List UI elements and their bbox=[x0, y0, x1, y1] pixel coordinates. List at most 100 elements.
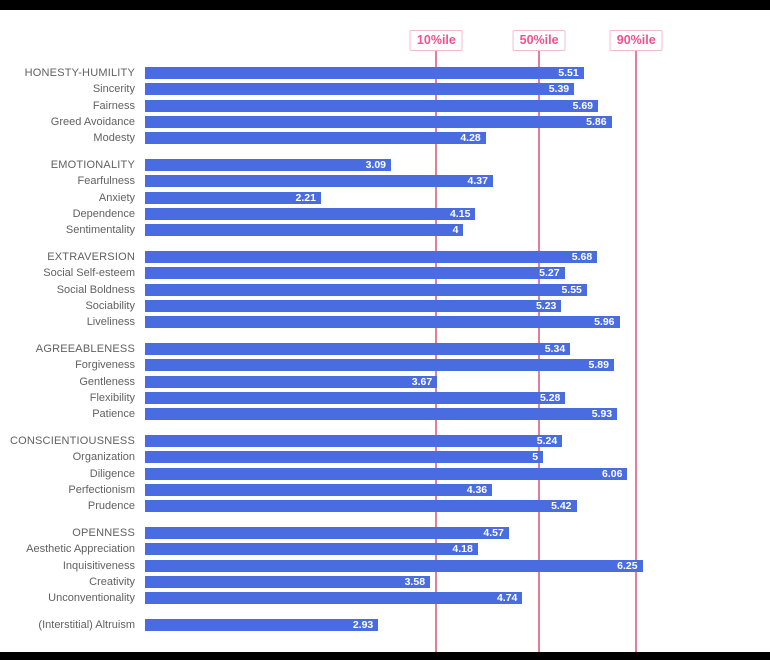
bar-row: Flexibility 5.28 bbox=[0, 390, 770, 406]
score-value: 5.55 bbox=[561, 283, 582, 296]
bar-row: Unconventionality 4.74 bbox=[0, 590, 770, 606]
bar-track: 4.37 bbox=[145, 175, 770, 188]
trait-group: (Interstitial) Altruism 2.93 bbox=[0, 617, 770, 633]
bar-track: 5.51 bbox=[145, 67, 770, 80]
hexaco-bar-chart: HONESTY-HUMILITY 5.51 Sincerity 5.39 Fairnes… bbox=[0, 10, 770, 652]
score-bar: 3.67 bbox=[145, 375, 438, 388]
score-value: 5.28 bbox=[539, 391, 561, 404]
score-bar: 4.28 bbox=[145, 132, 486, 145]
trait-group: CONSCIENTIOUSNESS 5.24 Organization 5 Dilige… bbox=[0, 433, 770, 514]
trait-label: Liveliness bbox=[86, 316, 135, 329]
score-value: 3.09 bbox=[365, 159, 387, 172]
trait-label: Dependence bbox=[72, 208, 135, 221]
bar-row: Sincerity 5.39 bbox=[0, 81, 770, 97]
score-value: 2.93 bbox=[352, 619, 374, 632]
bar-row: Diligence 6.06 bbox=[0, 466, 770, 482]
bar-track: 5.69 bbox=[145, 99, 770, 112]
trait-label: Unconventionality bbox=[48, 592, 135, 605]
bar-row: Liveliness 5.96 bbox=[0, 314, 770, 330]
bar-track: 4.28 bbox=[145, 132, 770, 145]
score-bar: 4 bbox=[145, 224, 464, 237]
score-bar: 5.39 bbox=[145, 83, 575, 96]
bar-row: Perfectionism 4.36 bbox=[0, 482, 770, 498]
trait-label: HONESTY-HUMILITY bbox=[24, 67, 135, 80]
trait-label: EXTRAVERSION bbox=[47, 251, 135, 264]
trait-group: AGREEABLENESS 5.34 Forgiveness 5.89 Gentlene… bbox=[0, 341, 770, 422]
bar-track: 4.74 bbox=[145, 592, 770, 605]
bar-track: 6.06 bbox=[145, 467, 770, 480]
bar-row: Prudence 5.42 bbox=[0, 498, 770, 514]
score-value: 5 bbox=[532, 451, 539, 464]
score-value: 5.93 bbox=[591, 408, 613, 421]
trait-label: Creativity bbox=[89, 575, 135, 588]
bar-track: 5.39 bbox=[145, 83, 770, 96]
bar-track: 2.93 bbox=[145, 619, 770, 632]
score-value: 6.06 bbox=[602, 467, 623, 480]
bar-row: EXTRAVERSION 5.68 bbox=[0, 249, 770, 265]
score-value: 4.37 bbox=[467, 175, 488, 188]
bar-row: HONESTY-HUMILITY 5.51 bbox=[0, 65, 770, 81]
trait-label: Sincerity bbox=[92, 83, 135, 96]
score-value: 5.34 bbox=[544, 343, 566, 356]
trait-label: Perfectionism bbox=[68, 483, 135, 496]
bar-track: 2.21 bbox=[145, 191, 770, 204]
bar-track: 5.24 bbox=[145, 435, 770, 448]
score-bar: 3.58 bbox=[145, 575, 431, 588]
bar-row: Patience 5.93 bbox=[0, 406, 770, 422]
score-bar: 6.25 bbox=[145, 559, 643, 572]
score-value: 4 bbox=[452, 224, 459, 237]
score-bar: 5.24 bbox=[145, 435, 563, 448]
score-bar: 5 bbox=[145, 451, 544, 464]
bar-row: Aesthetic Appreciation 4.18 bbox=[0, 541, 770, 557]
trait-label: EMOTIONALITY bbox=[50, 159, 135, 172]
trait-label: OPENNESS bbox=[72, 527, 135, 540]
bar-track: 5.34 bbox=[145, 343, 770, 356]
score-bar: 2.93 bbox=[145, 619, 379, 632]
score-value: 4.57 bbox=[483, 527, 504, 540]
bar-row: Fairness 5.69 bbox=[0, 98, 770, 114]
bar-row: Forgiveness 5.89 bbox=[0, 357, 770, 373]
score-value: 5.24 bbox=[536, 435, 558, 448]
score-bar: 4.36 bbox=[145, 483, 493, 496]
score-value: 4.28 bbox=[460, 132, 481, 145]
score-bar: 5.86 bbox=[145, 116, 612, 129]
bar-track: 5.93 bbox=[145, 408, 770, 421]
percentile-label-10: 10%ile bbox=[409, 30, 463, 51]
score-bar: 2.21 bbox=[145, 191, 321, 204]
bar-row: Social Self-esteem 5.27 bbox=[0, 265, 770, 281]
score-bar: 5.68 bbox=[145, 251, 598, 264]
trait-label: Patience bbox=[92, 408, 135, 421]
bar-row: Organization 5 bbox=[0, 449, 770, 465]
trait-label: Fearfulness bbox=[77, 175, 135, 188]
bar-row: Greed Avoidance 5.86 bbox=[0, 114, 770, 130]
score-bar: 5.42 bbox=[145, 500, 577, 513]
bar-track: 5.55 bbox=[145, 283, 770, 296]
trait-label: Fairness bbox=[92, 99, 135, 112]
trait-label: Aesthetic Appreciation bbox=[26, 543, 135, 556]
score-bar: 5.28 bbox=[145, 391, 566, 404]
score-bar: 5.69 bbox=[145, 99, 599, 112]
bar-row: OPENNESS 4.57 bbox=[0, 525, 770, 541]
trait-label: Flexibility bbox=[89, 391, 135, 404]
score-value: 5.42 bbox=[551, 500, 572, 513]
score-value: 5.86 bbox=[586, 116, 607, 129]
bar-track: 5.42 bbox=[145, 500, 770, 513]
bar-row: Fearfulness 4.37 bbox=[0, 173, 770, 189]
score-value: 5.27 bbox=[539, 267, 560, 280]
score-bar: 3.09 bbox=[145, 159, 392, 172]
score-bar: 6.06 bbox=[145, 467, 628, 480]
score-value: 6.25 bbox=[617, 559, 638, 572]
score-value: 3.67 bbox=[411, 375, 433, 388]
score-bar: 5.89 bbox=[145, 359, 614, 372]
trait-label: Gentleness bbox=[79, 375, 135, 388]
bar-row: (Interstitial) Altruism 2.93 bbox=[0, 617, 770, 633]
bar-track: 5.28 bbox=[145, 391, 770, 404]
bar-row: Sociability 5.23 bbox=[0, 298, 770, 314]
trait-label: Diligence bbox=[89, 467, 135, 480]
trait-label: (Interstitial) Altruism bbox=[38, 619, 135, 632]
trait-group: HONESTY-HUMILITY 5.51 Sincerity 5.39 Fairnes… bbox=[0, 65, 770, 146]
bar-row: AGREEABLENESS 5.34 bbox=[0, 341, 770, 357]
trait-group: EMOTIONALITY 3.09 Fearfulness 4.37 Anxiety 2.… bbox=[0, 157, 770, 238]
trait-label: CONSCIENTIOUSNESS bbox=[9, 435, 135, 448]
